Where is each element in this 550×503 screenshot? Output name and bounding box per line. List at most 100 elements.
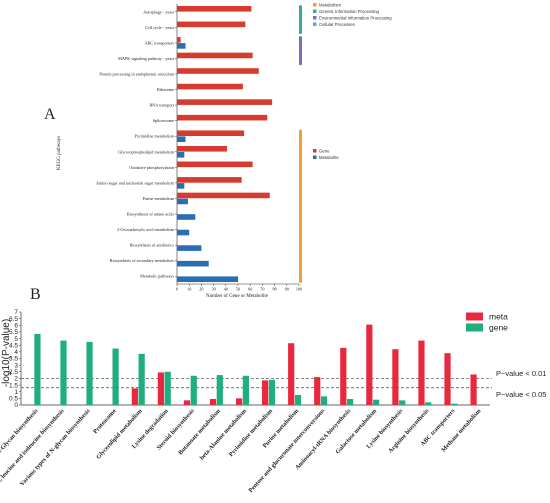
- panel-b-y-tick-label: 6: [14, 322, 18, 329]
- panel-b-meta-bar: [366, 324, 373, 405]
- panel-a-series-legend-label: Gene: [319, 148, 330, 153]
- panel-a-category-label: Purine metabolism: [142, 196, 174, 201]
- panel-a-x-tick-label: 0: [176, 287, 178, 292]
- panel-b-y-tick-label: 7: [14, 309, 18, 316]
- panel-b-legend-swatch: [466, 312, 483, 321]
- panel-a-category-label: Amino sugar and nucleotide sugar metabol…: [96, 180, 175, 185]
- panel-b-gene-bar: [294, 395, 302, 405]
- panel-a-gene-bar: [177, 192, 270, 199]
- panel-b-meta-bar: [392, 349, 399, 405]
- panel-a-x-tick-label: 100: [296, 287, 302, 292]
- panel-b-meta-bar: [340, 347, 347, 405]
- panel-b-meta-bar: [235, 398, 243, 405]
- panel-a-metabolite-bar: [177, 198, 188, 205]
- panel-a-class-legend-swatch: [313, 9, 317, 13]
- panel-b-y-tick-label: 5: [14, 336, 18, 343]
- panel-a-x-tick-label: 20: [199, 287, 203, 292]
- panel-b-category-label: beta-Alanine metabolism: [198, 407, 248, 461]
- panel-a-x-tick-label: 30: [212, 287, 216, 292]
- panel-b-y-tick-label: 2: [14, 376, 18, 383]
- panel-a-gene-bar: [177, 37, 181, 43]
- panel-a-gene-bar: [177, 145, 228, 152]
- panel-b-gene-bar: [216, 375, 223, 405]
- panel-b-meta-bar: [209, 399, 217, 405]
- panel-a-gene-bar: [177, 83, 243, 90]
- panel-b-gene-bar: [86, 341, 93, 405]
- panel-b-gene-bar: [268, 379, 276, 405]
- panel-a-metabolite-bar: [177, 229, 190, 236]
- panel-a-label: A: [44, 106, 56, 123]
- panel-b-gene-bar: [34, 333, 41, 405]
- panel-a-category-label: Autophagy - yeast: [143, 9, 175, 14]
- panel-a-gene-bar: [177, 161, 253, 168]
- panel-b-gene-bar: [451, 403, 458, 405]
- panel-a-category-label: Oxidative phosphorylation: [129, 165, 175, 170]
- panel-a-metabolite-bar: [177, 183, 185, 189]
- panel-a-category-label: 2-Oxocarboxylic acid metabolism: [117, 227, 175, 232]
- panel-b-legend-label: gene: [489, 323, 508, 333]
- panel-b-meta-bar: [157, 372, 165, 405]
- panel-b-meta-bar: [418, 340, 425, 405]
- panel-a-x-tick-label: 40: [224, 287, 228, 292]
- panel-b-meta-bar: [288, 343, 295, 405]
- panel-a-category-label: MAPK signaling pathway - yeast: [118, 56, 175, 61]
- panel-b-category-label: Proteasome: [92, 407, 118, 435]
- panel-b-y-tick-label: 0: [14, 402, 18, 409]
- panel-a-series-legend-swatch: [313, 149, 317, 153]
- panel-b-legend-label: meta: [489, 312, 508, 322]
- panel-a-metabolite-bar: [177, 136, 186, 143]
- panel-b-gene-bar: [190, 375, 197, 405]
- panel-a-class-legend-label: Genetic Information Processing: [319, 9, 380, 14]
- panel-a-class-legend-swatch: [313, 22, 317, 26]
- panel-a-gene-bar: [177, 177, 242, 183]
- panel-b-y-axis-title: -log10(P-value): [1, 319, 12, 387]
- panel-a-class-legend-swatch: [313, 3, 317, 7]
- panel-a-category-label: Spliceosome: [153, 118, 175, 123]
- panel-b-category-label: Glycerolipid metabolism: [95, 407, 144, 461]
- panel-b-threshold-label: P−value < 0.01: [496, 369, 546, 378]
- panel-b-gene-bar: [399, 400, 406, 405]
- panel-a-class-legend-label: Cellular Processes: [319, 22, 355, 27]
- panel-b-chart: 00.511.522.533.544.555.566.57 P−value < 0…: [0, 309, 546, 494]
- panel-b-meta-bar: [131, 388, 138, 405]
- panel-b-category-label: N-Glycan biosynthesis: [0, 407, 40, 456]
- panel-a-class-legend-swatch: [313, 16, 317, 20]
- panel-b-meta-bar: [314, 377, 321, 405]
- panel-b-y-tick-label: 6.5: [9, 316, 18, 323]
- panel-b-meta-bar: [262, 380, 269, 405]
- panel-a-category-label: Pyrimidine metabolism: [135, 134, 175, 139]
- panel-a-metabolite-bar: [177, 276, 238, 283]
- panel-b-gene-bar: [164, 371, 171, 405]
- panel-a-class-bracket: [299, 129, 302, 283]
- panel-a-category-label: Cell cycle - yeast: [145, 25, 175, 30]
- panel-a-class-bracket: [299, 5, 302, 35]
- panel-b-category-label: Pyrimidine metabolism: [228, 407, 275, 458]
- panel-b-legend-swatch: [466, 323, 483, 332]
- panel-b-y-tick-label: 4.5: [9, 342, 18, 349]
- panel-a-class-legend-label: Metabolism: [319, 2, 341, 7]
- panel-a-metabolite-bar: [177, 151, 185, 158]
- panel-b-gene-bar: [60, 340, 67, 405]
- panel-a-x-tick-label: 60: [248, 287, 252, 292]
- panel-a-class-bracket: [299, 36, 302, 66]
- panel-a-metabolite-bar: [177, 245, 202, 251]
- panel-a-category-label: Ribosome: [157, 87, 174, 92]
- panel-b-meta-bar: [444, 353, 451, 405]
- panel-a-metabolite-bar: [177, 260, 209, 267]
- panel-b-y-tick-label: 5.5: [9, 329, 18, 336]
- panel-b-y-tick-label: 1: [14, 389, 18, 396]
- panel-a-gene-bar: [177, 130, 245, 137]
- panel-a-metabolite-bar: [177, 214, 196, 220]
- panel-a-category-label: Glycerophospholipid metabolism: [118, 149, 175, 154]
- panel-a-gene-bar: [177, 99, 273, 105]
- panel-a-x-tick-label: 10: [187, 287, 191, 292]
- panel-b-gene-bar: [242, 375, 249, 405]
- panel-a-category-label: RNA transport: [149, 103, 174, 108]
- panel-b-threshold-label: P−value < 0.05: [496, 390, 546, 399]
- panel-b-gene-bar: [320, 396, 328, 405]
- panel-a-y-axis-title: KEGG pathways: [57, 136, 62, 170]
- panel-a-series-legend-swatch: [313, 155, 317, 159]
- panel-b-meta-bar: [183, 400, 191, 405]
- panel-a-x-tick-label: 80: [273, 287, 277, 292]
